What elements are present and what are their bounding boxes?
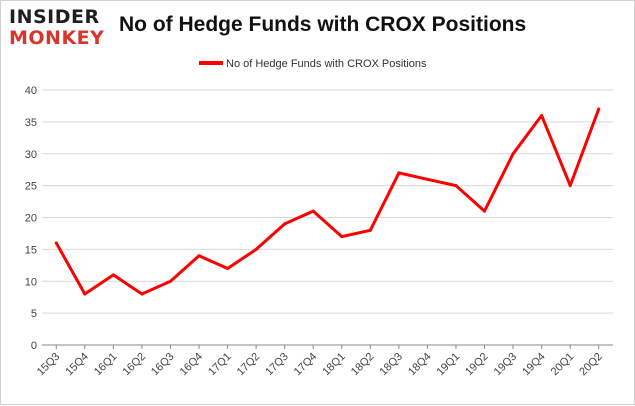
- legend: No of Hedge Funds with CROX Positions: [199, 58, 427, 70]
- x-tick-label: 17Q1: [206, 351, 234, 379]
- data-point: [397, 171, 401, 175]
- data-point: [54, 241, 58, 245]
- x-tick-label: 19Q2: [463, 351, 491, 379]
- gridlines: [42, 89, 613, 346]
- x-tick-label: 19Q1: [435, 351, 463, 379]
- data-point: [111, 273, 115, 277]
- y-tick-label: 30: [25, 149, 37, 161]
- y-tick-label: 0: [31, 340, 37, 352]
- x-tick-label: 18Q2: [349, 351, 377, 379]
- x-tick-label: 17Q3: [263, 351, 291, 379]
- data-point: [283, 222, 287, 226]
- x-axis: 15Q3 15Q4 16Q1 16Q2 16Q3 16Q4 17Q1 17Q2 17Q3 17Q4…: [35, 345, 605, 378]
- data-point: [483, 209, 487, 213]
- data-point: [197, 254, 201, 258]
- x-tick-label: 18Q3: [377, 351, 405, 379]
- data-point: [597, 107, 601, 111]
- x-tick-label: 16Q1: [92, 351, 120, 379]
- data-point: [311, 209, 315, 213]
- data-point: [540, 114, 544, 117]
- x-tick-label: 20Q1: [549, 351, 577, 379]
- data-point: [340, 235, 344, 239]
- x-tick-label: 15Q3: [35, 351, 63, 379]
- x-tick-label: 19Q3: [492, 351, 520, 379]
- x-tick-label: 17Q4: [292, 351, 320, 379]
- x-tick-label: 18Q4: [406, 351, 434, 379]
- x-tick-label: 20Q2: [577, 351, 605, 379]
- data-point: [511, 152, 515, 156]
- data-point: [168, 279, 172, 283]
- series-line: [54, 107, 601, 296]
- y-tick-label: 25: [25, 181, 37, 193]
- data-point: [140, 292, 144, 296]
- y-tick-label: 10: [25, 276, 37, 288]
- y-tick-label: 40: [25, 85, 37, 97]
- data-point: [83, 292, 87, 296]
- x-tick-label: 16Q4: [178, 351, 206, 379]
- y-tick-label: 15: [25, 244, 37, 256]
- data-point: [454, 184, 458, 188]
- y-tick-label: 20: [25, 213, 37, 225]
- data-point: [568, 184, 572, 188]
- x-tick-label: 17Q2: [235, 351, 263, 379]
- insider-monkey-logo: INSIDER MONKEY: [9, 7, 117, 49]
- y-axis: 0 5 10 15 20 25 30 35 40: [25, 85, 37, 352]
- y-tick-label: 35: [25, 117, 37, 129]
- data-point: [254, 247, 258, 251]
- logo-line-2: MONKEY: [9, 27, 105, 49]
- data-point: [425, 177, 429, 181]
- x-tick-label: 19Q4: [520, 351, 548, 379]
- x-tick-label: 16Q3: [149, 351, 177, 379]
- data-point: [368, 228, 372, 232]
- chart-title: No of Hedge Funds with CROX Positions: [119, 13, 527, 36]
- x-tick-label: 16Q2: [121, 351, 149, 379]
- x-tick-label: 15Q4: [63, 351, 91, 379]
- y-tick-label: 5: [31, 308, 37, 320]
- data-point: [226, 267, 230, 270]
- x-tick-label: 18Q1: [320, 351, 348, 379]
- logo-line-1: INSIDER: [9, 6, 100, 28]
- series-layer: [54, 107, 601, 296]
- legend-label: No of Hedge Funds with CROX Positions: [226, 58, 427, 70]
